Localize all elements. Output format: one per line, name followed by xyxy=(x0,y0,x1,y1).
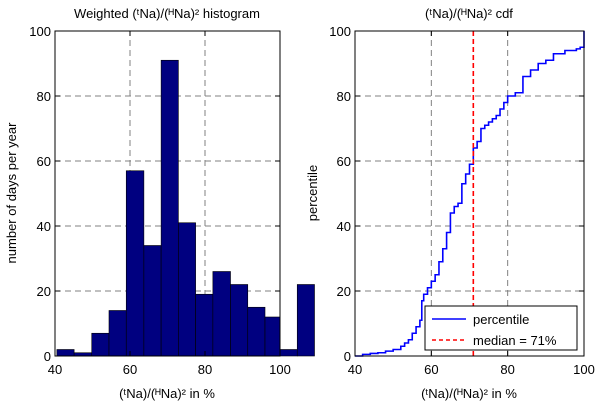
cdf-xtick-label: 100 xyxy=(573,362,595,377)
cdf-xtick-label: 60 xyxy=(424,362,438,377)
histogram-bar xyxy=(264,316,281,357)
cdf-xtick-label: 40 xyxy=(348,362,362,377)
histogram-bar xyxy=(212,271,231,357)
cdf-legend: percentile median = 71% xyxy=(424,305,578,351)
cdf-ytick-label: 80 xyxy=(337,89,351,104)
cdf-ticks: 0 20 40 60 80 100 40 60 80 100 xyxy=(329,24,595,377)
histogram-bar xyxy=(160,59,179,357)
cdf-percentile-line xyxy=(355,31,585,357)
histogram-axes-box xyxy=(54,30,281,357)
histogram-xtick-label: 40 xyxy=(48,362,62,377)
histogram-bar xyxy=(56,349,75,357)
histogram-title: Weighted (ᵗNa)/(ᴴNa)² histogram xyxy=(74,6,260,21)
cdf-ytick-label: 0 xyxy=(344,349,351,364)
histogram-bar xyxy=(279,349,298,357)
histogram-bar xyxy=(91,332,110,357)
cdf-panel: (ᵗNa)/(ᴴNa)² cdf 0 20 40 60 80 100 40 60 80 100 (… xyxy=(305,6,595,401)
histogram-xtick-label: 100 xyxy=(269,362,291,377)
histogram-ytick-label: 0 xyxy=(44,349,51,364)
histogram-bar xyxy=(230,284,249,357)
histogram-bar xyxy=(178,222,196,357)
histogram-ytick-label: 80 xyxy=(37,89,51,104)
histogram-ytick-label: 40 xyxy=(37,219,51,234)
cdf-ytick-label: 60 xyxy=(337,154,351,169)
histogram-ticks: 0 20 40 60 80 100 40 60 80 100 xyxy=(29,24,291,377)
cdf-ytick-label: 40 xyxy=(337,219,351,234)
cdf-xlabel: (ᵗNa)/(ᴴNa)² in % xyxy=(421,386,517,401)
cdf-grid xyxy=(355,31,584,356)
histogram-bar xyxy=(195,293,214,357)
histogram-xlabel: (ᵗNa)/(ᴴNa)² in % xyxy=(119,386,215,401)
histogram-ytick-label: 20 xyxy=(37,284,51,299)
histogram-bar xyxy=(143,245,162,357)
legend-median-label: median = 71% xyxy=(473,333,557,348)
cdf-lines xyxy=(355,31,585,357)
histogram-xtick-label: 80 xyxy=(198,362,212,377)
histogram-xtick-label: 60 xyxy=(123,362,137,377)
histogram-bar xyxy=(247,306,266,357)
legend-percentile-label: percentile xyxy=(473,312,529,327)
histogram-ytick-label: 100 xyxy=(29,24,51,39)
histogram-panel: Weighted (ᵗNa)/(ᴴNa)² histogram 0 20 40 60 8… xyxy=(4,6,315,401)
histogram-bar xyxy=(296,284,315,357)
cdf-title: (ᵗNa)/(ᴴNa)² cdf xyxy=(425,6,513,21)
histogram-ytick-label: 60 xyxy=(37,154,51,169)
cdf-ylabel: percentile xyxy=(305,165,320,221)
cdf-xtick-label: 80 xyxy=(500,362,514,377)
legend-box xyxy=(424,305,578,351)
cdf-ytick-label: 20 xyxy=(337,284,351,299)
histogram-ylabel: number of days per year xyxy=(4,122,19,264)
cdf-ytick-label: 100 xyxy=(329,24,351,39)
histogram-bar xyxy=(125,170,145,357)
histogram-bars xyxy=(56,59,315,357)
histogram-bar xyxy=(108,310,127,357)
cdf-axes-box xyxy=(354,30,585,357)
